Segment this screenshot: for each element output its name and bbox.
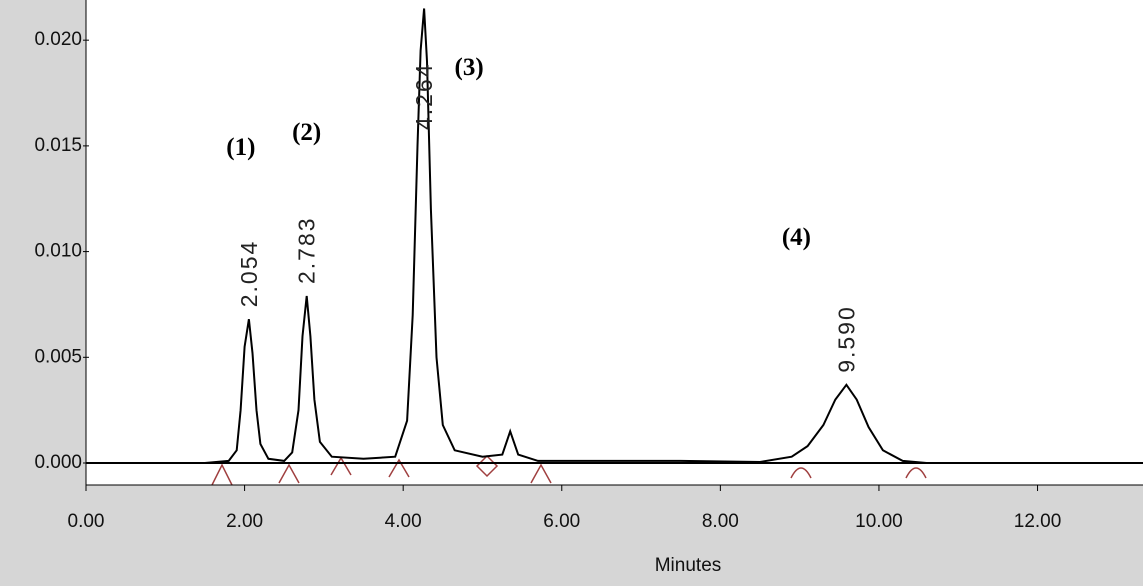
retention-label: 4.264 [411, 62, 437, 130]
marker [790, 467, 812, 479]
retention-label: 2.054 [236, 240, 262, 308]
marker [211, 463, 233, 486]
x-axis-label: Minutes [655, 555, 722, 576]
x-tick-label: 6.00 [543, 511, 580, 532]
marker [905, 467, 927, 479]
peak-annotation: (3) [455, 54, 484, 81]
x-tick-label: 0.00 [68, 511, 105, 532]
marker [475, 454, 499, 478]
marker [388, 458, 410, 478]
x-tick-label: 2.00 [226, 511, 263, 532]
peak-annotation: (1) [226, 134, 255, 161]
x-tick-label: 4.00 [385, 511, 422, 532]
marker [530, 463, 552, 484]
y-tick-label: 0.010 [34, 241, 82, 262]
x-tick-label: 10.00 [855, 511, 903, 532]
x-tick-label: 8.00 [702, 511, 739, 532]
y-tick-label: 0.005 [34, 346, 82, 367]
plot-area [86, 0, 1143, 485]
trace [86, 8, 1143, 464]
y-tick-label: 0.015 [34, 135, 82, 156]
retention-label: 2.783 [294, 216, 320, 284]
x-tick-label: 12.00 [1014, 511, 1062, 532]
marker [278, 463, 300, 484]
peak-annotation: (4) [782, 224, 811, 251]
retention-label: 9.590 [833, 305, 859, 373]
y-tick-label: 0.020 [34, 29, 82, 50]
peak-annotation: (2) [292, 119, 321, 146]
y-tick-label: 0.000 [34, 452, 82, 473]
